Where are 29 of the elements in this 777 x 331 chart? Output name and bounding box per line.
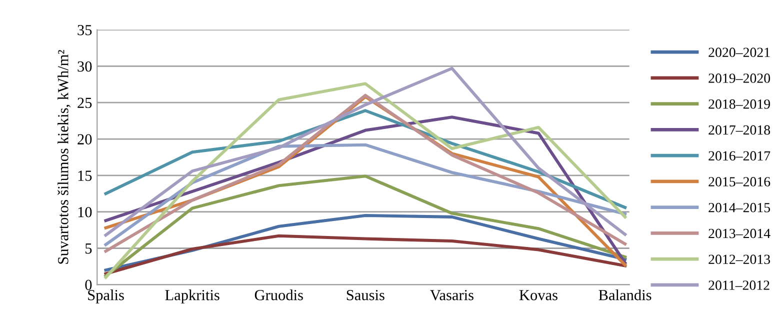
y-tick-label: 35 [78,24,92,36]
line-series [104,66,627,237]
legend-label: 2013–2014 [708,228,770,238]
y-tick-label: 20 [78,134,92,144]
y-tick-label: 30 [78,61,92,72]
y-tick-label: 10 [78,206,92,218]
legend-label: 2011–2012 [708,280,770,290]
legend-label: 2014–2015 [708,202,770,212]
legend-label: 2020–2021 [708,48,770,58]
y-tick-label: 15 [78,170,92,181]
x-tick-label: Vasaris [430,290,474,300]
x-tick-label: Sausis [346,290,384,300]
y-tick-label: 5 [86,244,92,254]
y-axis-title: Suvartotos šilumos kiekis, kWh/m² [58,50,71,264]
y-tick-label: 25 [78,98,92,108]
x-tick-label: Lapkritis [165,290,220,304]
line-series [104,174,627,278]
legend-label: 2012–2013 [708,254,770,264]
legend-label: 2015–2016 [708,177,770,186]
x-tick-label: Balandis [598,290,652,300]
x-tick-label: Spalis [88,290,124,304]
line-series [104,234,627,276]
legend-label: 2018–2019 [708,99,770,109]
legend-label: 2016–2017 [708,151,770,161]
y-tick-label: 0 [85,280,92,290]
legend-label: 2017–2018 [708,125,770,135]
legend-label: 2019–2020 [708,74,770,83]
x-tick-label: Gruodis [254,290,303,300]
x-tick-label: Kovas [519,290,558,300]
